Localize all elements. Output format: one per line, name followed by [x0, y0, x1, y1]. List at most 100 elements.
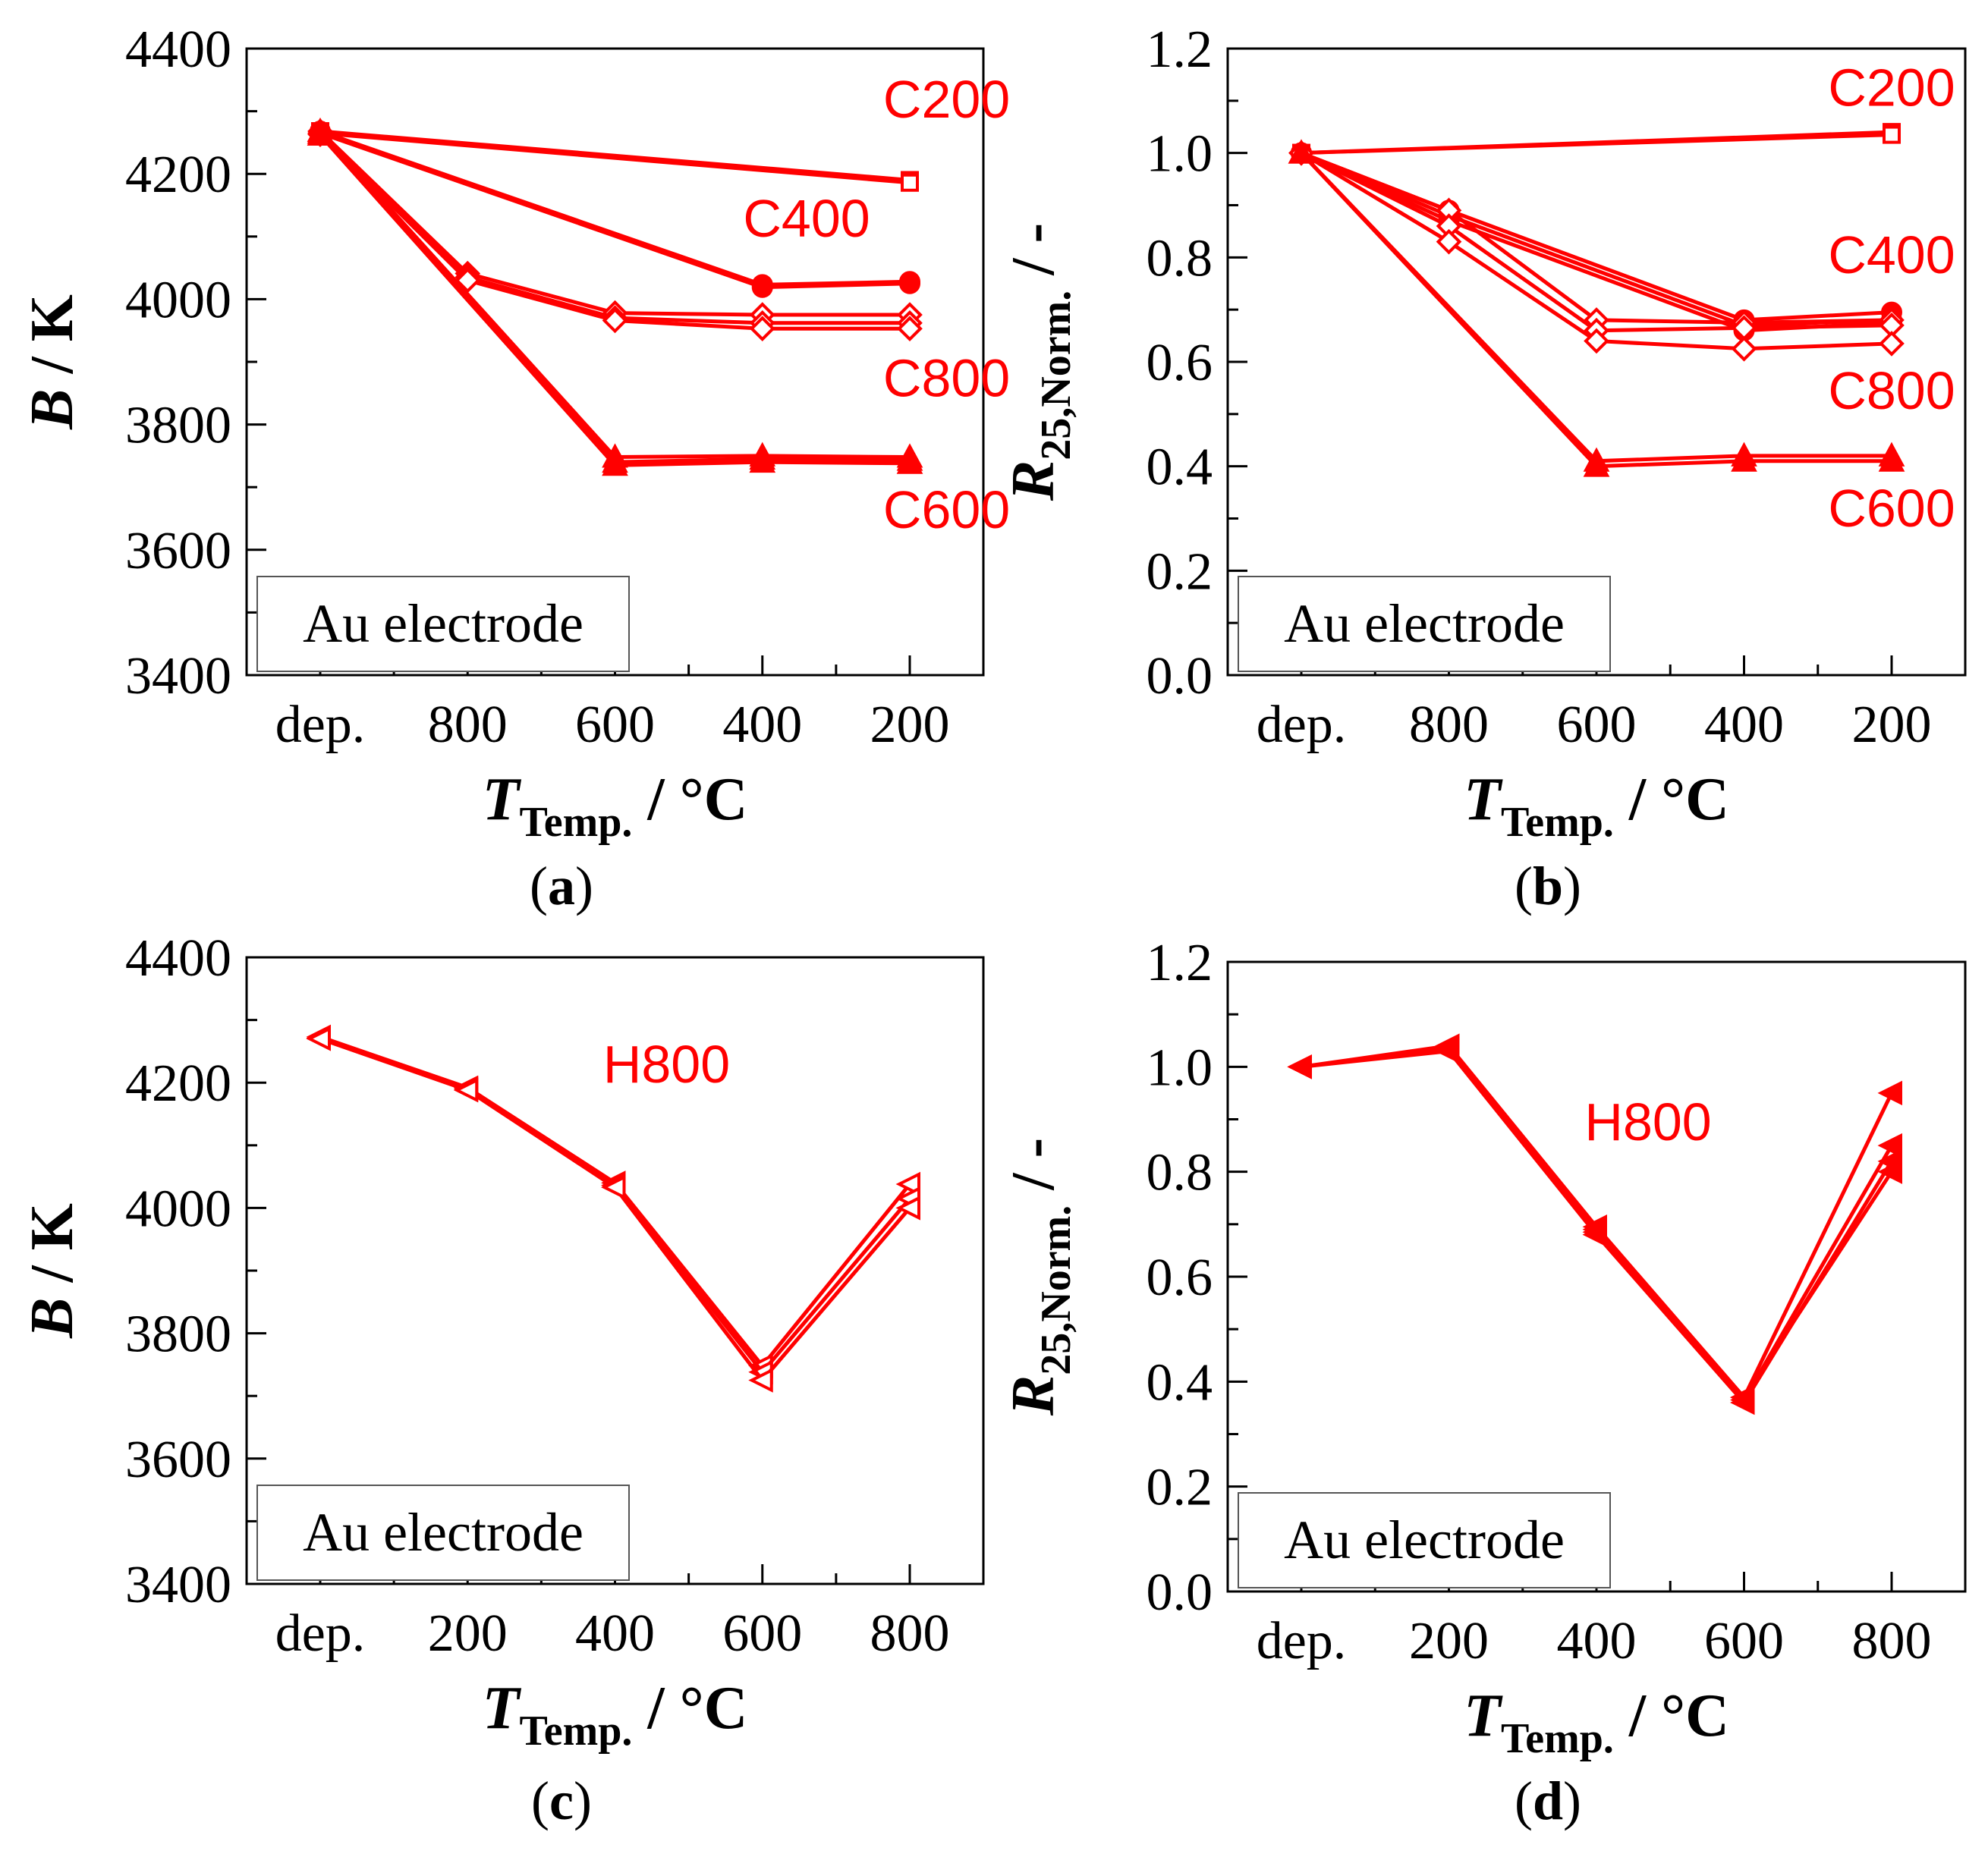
- chart-panel-a: 3400 3600 3800 4000 4200 4400 dep. 800 600 400 200…: [19, 20, 1010, 916]
- annotation-box: [256, 1485, 630, 1581]
- data-point-triangle: [1583, 452, 1610, 477]
- x-tick-label: 800: [870, 1604, 950, 1663]
- data-point-diamond: [1731, 335, 1757, 362]
- series-line: [1300, 151, 1892, 333]
- data-point-triangle-left: [306, 1026, 331, 1051]
- data-point-diamond: [749, 316, 775, 342]
- annotation-text: Au electrode: [303, 593, 584, 654]
- x-axis-subscript: Temp.: [1501, 1715, 1614, 1762]
- y-axis-symbol: B: [19, 1298, 86, 1339]
- y-tick-label: 4400: [125, 929, 231, 988]
- series-line: [1301, 151, 1892, 328]
- series-label: H800: [1584, 1092, 1711, 1152]
- series-line: [1300, 151, 1892, 463]
- panel-caption: (a): [530, 856, 593, 916]
- chart-panel-d: 0.0 0.2 0.4 0.6 0.8 1.0 1.2 dep. 200 400 600 800 TTe…: [1000, 934, 1967, 1831]
- x-axis-title: TTemp. / °C: [483, 766, 748, 846]
- series-line: [1300, 151, 1892, 469]
- y-tick-label: 1.0: [1147, 125, 1213, 184]
- series-line: [1301, 133, 1892, 156]
- series-label: C200: [1828, 58, 1955, 118]
- annotation-text: Au electrode: [1284, 1510, 1565, 1570]
- x-tick-label: dep.: [1257, 696, 1347, 754]
- x-tick-label: dep.: [275, 1604, 366, 1663]
- y-tick-label: 1.2: [1147, 934, 1213, 992]
- panel-caption: (d): [1515, 1771, 1581, 1831]
- chart-panel-c: 3400 3600 3800 4000 4200 4400 dep. 200 400 600 800…: [19, 929, 985, 1831]
- x-axis-unit: / °C: [1614, 766, 1729, 833]
- y-tick-label: 0.6: [1147, 334, 1213, 392]
- data-point-triangle-left: [1435, 1035, 1460, 1061]
- series-line: [1300, 151, 1892, 333]
- y-axis-symbol: B: [19, 389, 86, 430]
- x-axis-title: TTemp. / °C: [1464, 1683, 1729, 1762]
- panel-caption: (c): [531, 1771, 592, 1831]
- data-point-square: [901, 173, 919, 192]
- data-point-triangle: [1878, 447, 1905, 472]
- data-point-triangle: [749, 448, 776, 473]
- series-line: [319, 131, 911, 464]
- series-label: C800: [883, 348, 1010, 407]
- x-tick-label: 200: [870, 696, 950, 754]
- series-line: [1301, 151, 1892, 325]
- x-axis-symbol: T: [483, 1675, 522, 1742]
- x-tick-label: 200: [1852, 696, 1932, 754]
- x-tick-label: dep.: [1257, 1612, 1347, 1670]
- data-point-triangle-left: [453, 1077, 479, 1103]
- data-point-triangle-left: [1877, 1159, 1902, 1184]
- y-axis-title: B / K: [19, 294, 86, 430]
- data-point-triangle-left: [1287, 1054, 1312, 1079]
- data-point-triangle-left: [1877, 1133, 1902, 1158]
- series-label: C400: [1828, 225, 1955, 284]
- x-tick-label: 200: [428, 1604, 508, 1663]
- data-point-circle: [899, 272, 920, 294]
- x-tick-label: 600: [1557, 696, 1637, 754]
- x-tick-label: 400: [1557, 1612, 1637, 1670]
- caption-paren-open: (: [1515, 856, 1533, 916]
- x-tick-label: 200: [1409, 1612, 1489, 1670]
- y-axis-unit: / -: [1000, 1138, 1067, 1205]
- annotation-box: [1238, 576, 1611, 672]
- data-point-triangle: [896, 449, 923, 474]
- y-tick-label: 3600: [125, 1431, 231, 1489]
- caption-letter: a: [548, 856, 575, 916]
- y-axis-symbol: R: [1000, 460, 1067, 501]
- data-point-diamond: [897, 316, 923, 342]
- data-point-triangle-left: [1582, 1217, 1607, 1242]
- x-axis-title: TTemp. / °C: [483, 1675, 748, 1755]
- data-point-triangle-left: [1877, 1080, 1902, 1106]
- y-axis-unit: / K: [19, 294, 86, 388]
- y-axis-subscript: 25,Norm.: [1033, 1205, 1080, 1375]
- x-tick-label: 400: [575, 1604, 655, 1663]
- y-tick-label: 0.0: [1147, 1563, 1213, 1622]
- data-point-triangle-left: [748, 1368, 773, 1393]
- y-tick-label: 0.4: [1147, 438, 1213, 497]
- series-line: [319, 129, 911, 182]
- data-point-triangle: [602, 451, 628, 476]
- x-tick-label: 600: [1704, 1612, 1784, 1670]
- y-tick-label: 3600: [125, 522, 231, 580]
- x-axis-unit: / °C: [632, 766, 747, 833]
- series-line: [1301, 151, 1892, 322]
- x-tick-label: 800: [1852, 1612, 1932, 1670]
- x-axis-subscript: Temp.: [520, 799, 633, 846]
- annotation-text: Au electrode: [303, 1502, 584, 1563]
- x-tick-label: 800: [1409, 696, 1489, 754]
- caption-letter: d: [1533, 1771, 1563, 1831]
- y-axis-unit: / -: [1000, 223, 1067, 291]
- x-tick-label: 800: [428, 696, 508, 754]
- series-line: [319, 131, 911, 185]
- y-tick-label: 1.0: [1147, 1038, 1213, 1097]
- y-tick-label: 4000: [125, 1180, 231, 1238]
- y-tick-label: 4200: [125, 146, 231, 204]
- series-line: [319, 130, 911, 460]
- data-point-circle: [751, 276, 773, 298]
- series-label: C200: [883, 70, 1010, 129]
- y-axis-unit: / K: [19, 1203, 86, 1297]
- data-point-triangle-left: [895, 1171, 920, 1197]
- x-axis-subscript: Temp.: [520, 1708, 633, 1755]
- x-tick-label: 400: [722, 696, 802, 754]
- x-axis-symbol: T: [1464, 766, 1503, 833]
- data-point-square: [1883, 125, 1901, 144]
